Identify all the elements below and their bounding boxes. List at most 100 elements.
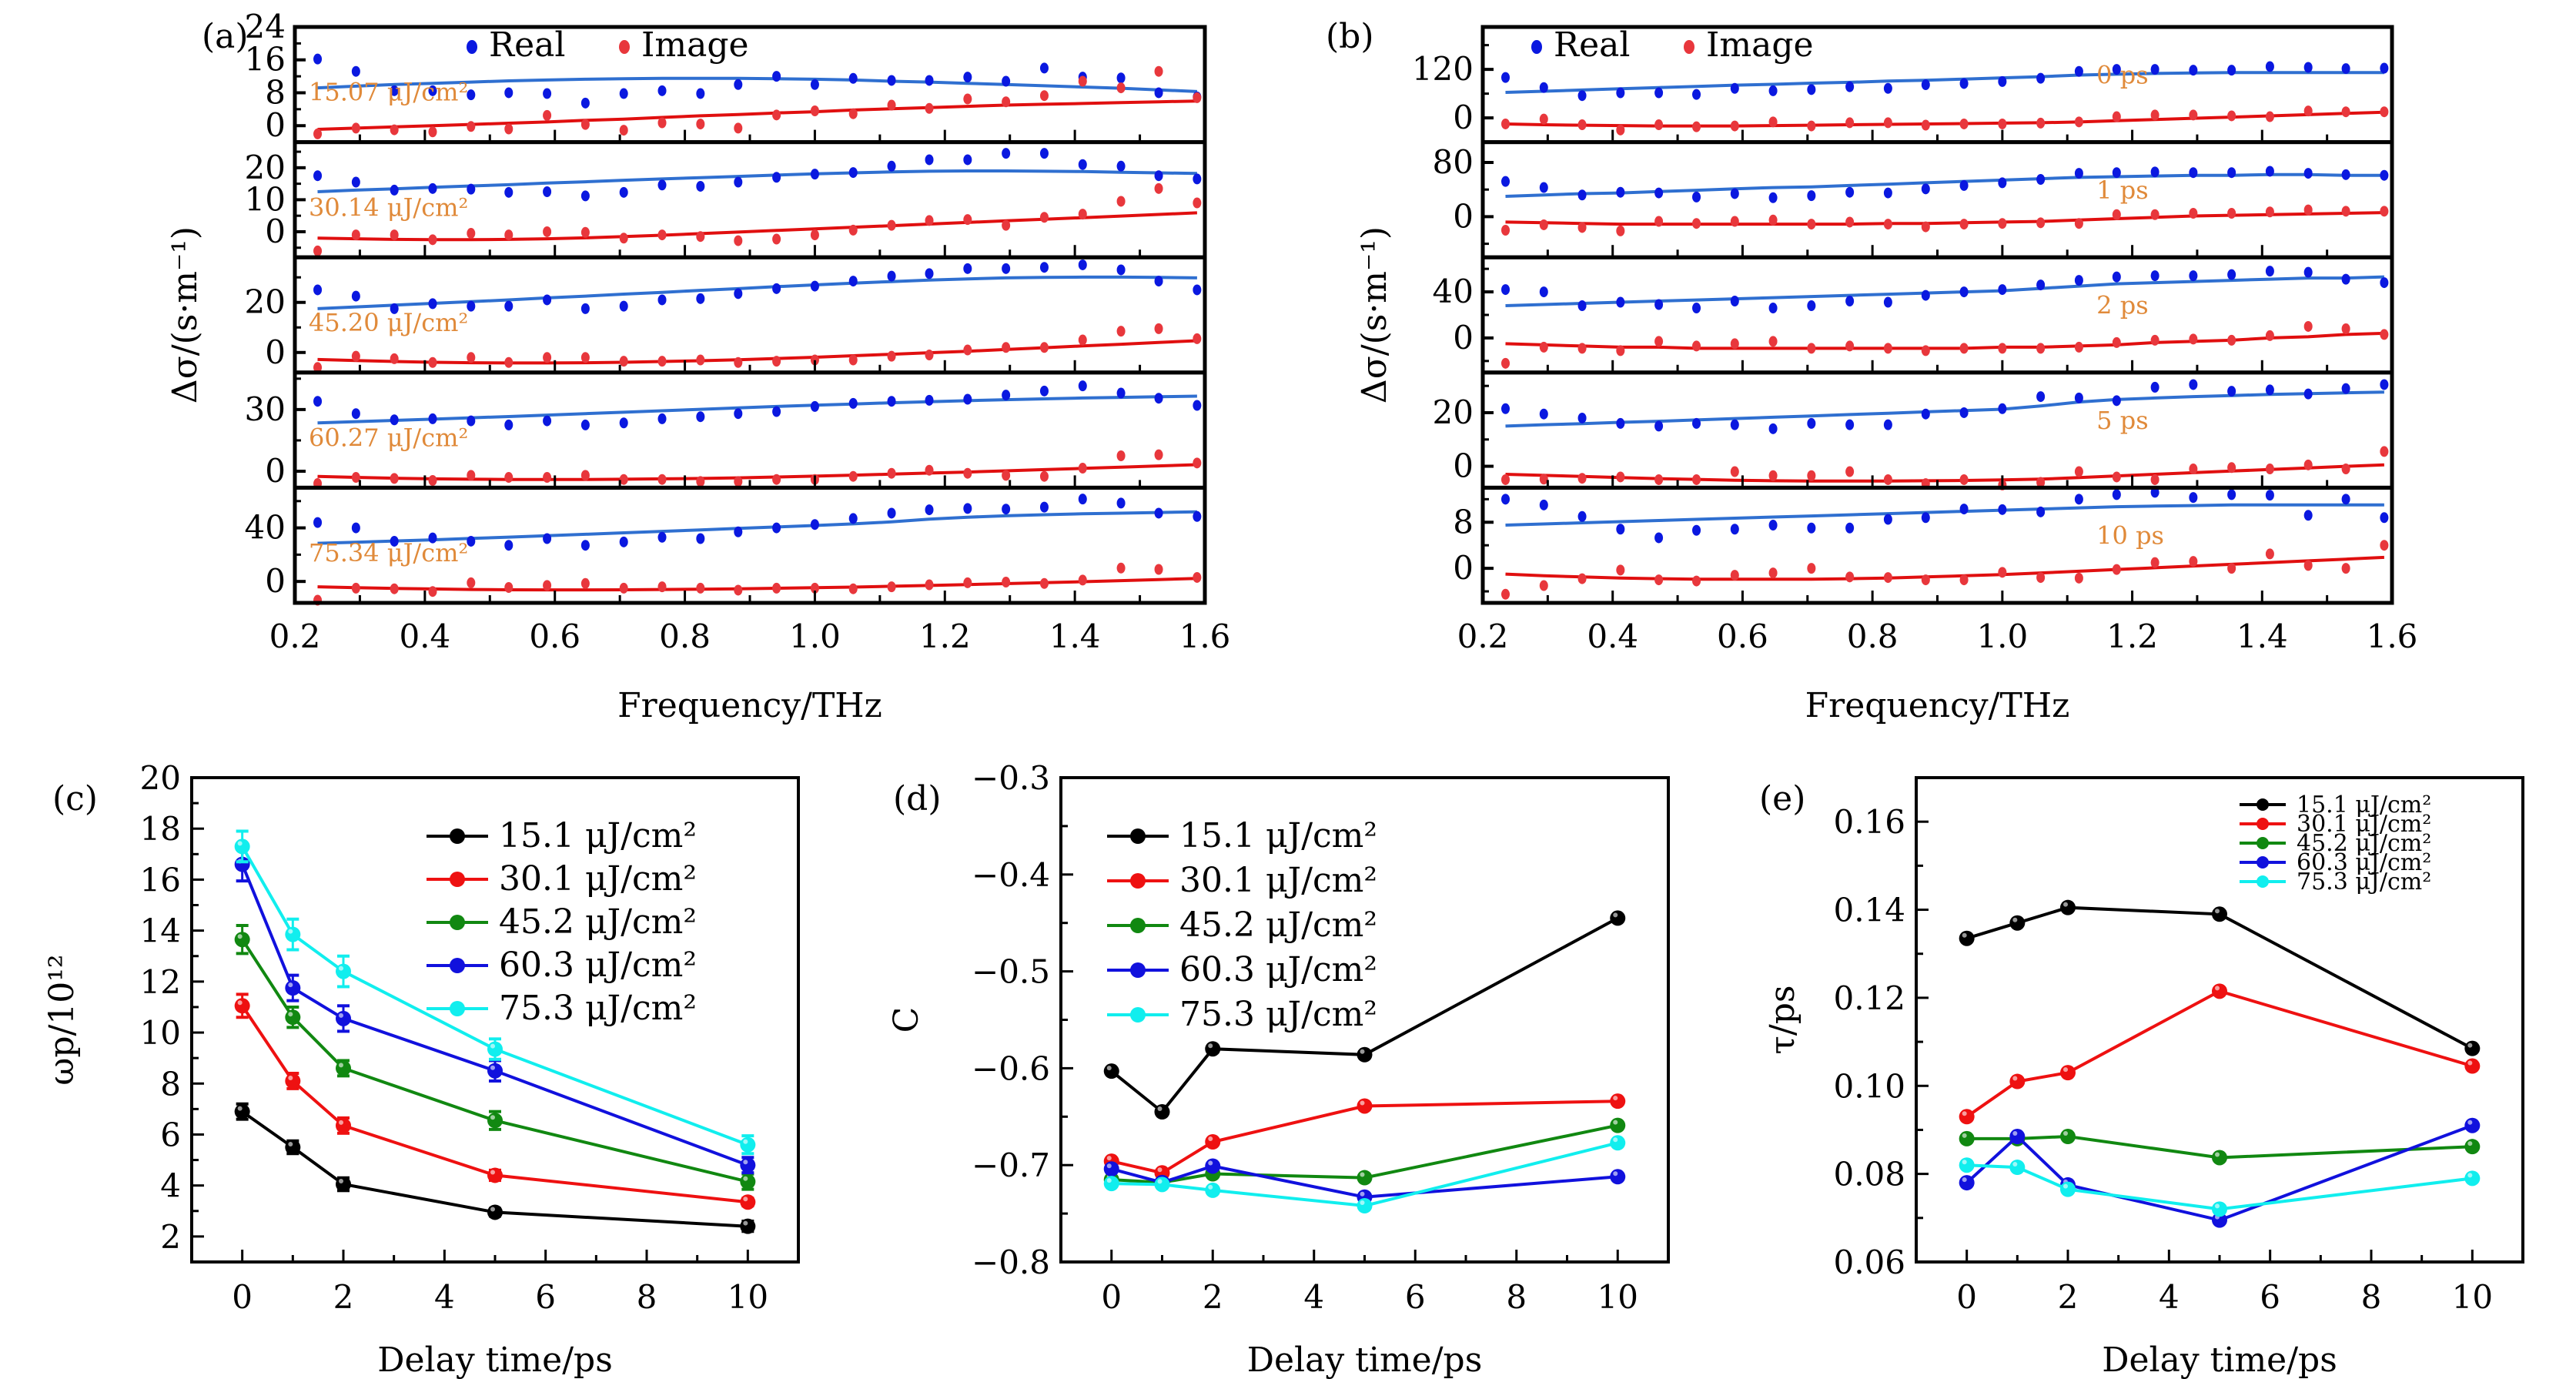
panel-label: (d) <box>893 779 942 818</box>
real-point <box>1154 276 1163 287</box>
real-point <box>963 72 972 83</box>
image-point <box>1730 216 1739 227</box>
real-point <box>1921 512 1930 524</box>
image-point <box>1616 471 1625 483</box>
data-point-highlight <box>339 1120 343 1125</box>
y-tick-label: 8 <box>160 1065 181 1103</box>
image-point <box>2303 560 2313 571</box>
real-point <box>696 411 705 423</box>
panel-label: (a) <box>202 17 249 56</box>
legend-marker <box>1130 828 1146 844</box>
real-point <box>1616 417 1625 429</box>
data-point <box>2464 1058 2481 1074</box>
image-point <box>848 583 858 594</box>
real-point <box>351 65 360 77</box>
image-point <box>619 356 628 367</box>
image-point <box>1654 119 1664 131</box>
image-point <box>1807 219 1816 230</box>
image-point <box>580 470 590 481</box>
real-point <box>1883 514 1892 525</box>
x-tick-label: 10 <box>2452 1278 2493 1316</box>
plot-frame <box>190 776 800 1264</box>
data-point-highlight <box>743 1220 748 1226</box>
y-tick-label: 10 <box>140 1014 181 1052</box>
fluence-annotation: 0 ps <box>2096 60 2148 89</box>
real-point <box>467 183 476 195</box>
series-1 <box>234 992 756 1210</box>
legend-image-marker <box>1684 40 1694 54</box>
real-point <box>810 169 819 180</box>
y-tick-label: 0 <box>265 562 286 600</box>
image-point <box>810 229 819 241</box>
real-point <box>1807 417 1816 429</box>
data-point-highlight <box>2063 1183 2068 1189</box>
legend-item: 60.3 μJ/cm² <box>1107 950 1377 989</box>
real-point <box>1730 82 1739 94</box>
real-point <box>1002 148 1011 159</box>
real-fit-line <box>1505 390 2384 428</box>
real-point <box>467 89 476 101</box>
legend-item: 60.3 μJ/cm² <box>427 946 697 985</box>
fluence-annotation: 75.34 μJ/cm² <box>309 538 468 567</box>
image-point <box>1998 118 2007 129</box>
image-point <box>1692 340 1701 352</box>
real-point <box>734 408 743 420</box>
real-point <box>2112 395 2121 407</box>
legend-label: 15.1 μJ/cm² <box>2297 792 2431 818</box>
image-point <box>2265 206 2274 218</box>
y-axis-title: Δσ/(s·m⁻¹) <box>1355 226 1394 403</box>
image-point <box>1959 343 1969 354</box>
image-point <box>1730 466 1739 477</box>
real-point <box>1154 170 1163 182</box>
data-point <box>487 1041 503 1057</box>
legend-real-marker <box>467 40 477 54</box>
image-point <box>1154 323 1163 334</box>
real-point <box>1730 296 1739 307</box>
image-point <box>1002 96 1011 108</box>
image-point <box>1154 449 1163 460</box>
image-point <box>1692 121 1701 132</box>
real-point <box>619 186 628 198</box>
panel-label: (c) <box>52 779 98 818</box>
y-tick-label: 16 <box>245 41 286 79</box>
real-point <box>1154 507 1163 519</box>
real-point <box>1654 187 1664 199</box>
image-point <box>1768 214 1778 226</box>
real-point <box>1193 173 1202 185</box>
legend-real-label: Real <box>489 25 565 65</box>
image-point <box>1501 474 1510 485</box>
real-fit-line <box>317 76 1197 93</box>
real-point <box>887 160 896 172</box>
subplot-3: 0 30 60.27 μJ/cm² <box>245 370 1207 490</box>
image-point <box>887 99 896 111</box>
subplot-frame <box>1480 485 2394 605</box>
real-point <box>313 170 323 182</box>
real-point <box>1921 408 1930 420</box>
image-point <box>848 224 858 236</box>
real-point <box>1577 300 1587 312</box>
real-point <box>734 288 743 300</box>
x-tick-label: 1.0 <box>1976 618 2028 655</box>
legend-item: 75.3 μJ/cm² <box>427 989 697 1028</box>
real-point <box>2227 167 2236 179</box>
real-point <box>1959 179 1969 191</box>
subplot-2: 0 20 45.20 μJ/cm² <box>245 255 1207 375</box>
real-point <box>1616 87 1625 99</box>
data-point <box>740 1218 756 1234</box>
y-tick-label: 24 <box>245 8 286 45</box>
real-point <box>580 303 590 314</box>
real-point <box>2265 384 2274 396</box>
data-point <box>1103 1063 1119 1079</box>
data-point <box>336 963 351 979</box>
real-point <box>772 522 781 534</box>
real-point <box>1577 189 1587 201</box>
image-point <box>619 125 628 136</box>
data-point <box>1610 1117 1626 1133</box>
image-point <box>1577 119 1587 131</box>
real-point <box>2112 64 2121 75</box>
real-fit-line <box>1505 172 2384 198</box>
image-point <box>1616 345 1625 356</box>
image-point <box>696 582 705 594</box>
legend-image-label: Image <box>1706 25 1814 65</box>
real-fit-line <box>1505 71 2384 94</box>
